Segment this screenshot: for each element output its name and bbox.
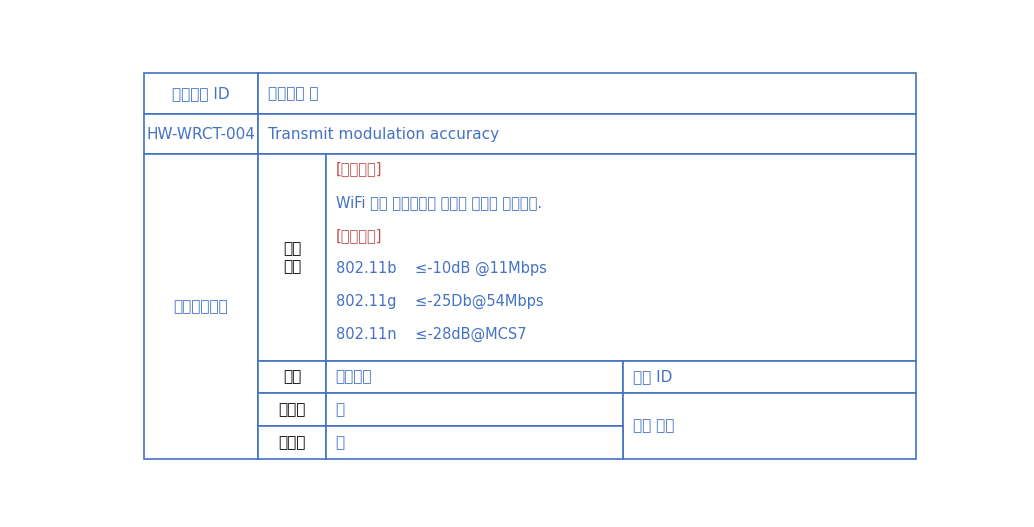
Text: 중요도: 중요도: [278, 435, 306, 450]
Text: 요구사항 ID: 요구사항 ID: [172, 86, 230, 101]
Bar: [258, 154, 326, 360]
Text: WiFi 송신 모둘레이션 신호의 품질을 측정한다.: WiFi 송신 모둘레이션 신호의 품질을 측정한다.: [336, 194, 542, 210]
Text: 상: 상: [336, 435, 344, 450]
Bar: [144, 73, 258, 114]
Text: 난이도: 난이도: [278, 402, 306, 417]
Text: 유형: 유형: [283, 369, 301, 385]
Text: 관련 ID: 관련 ID: [633, 369, 672, 385]
Bar: [624, 393, 916, 459]
Text: 802.11b    ≤-10dB @11Mbps: 802.11b ≤-10dB @11Mbps: [336, 261, 547, 276]
Text: 중: 중: [336, 402, 344, 417]
Bar: [258, 73, 916, 114]
Text: 802.11n    ≤-28dB@MCS7: 802.11n ≤-28dB@MCS7: [336, 327, 526, 342]
Bar: [258, 393, 326, 426]
Text: 기본기능: 기본기능: [336, 369, 372, 385]
Bar: [326, 426, 624, 459]
Text: [기능명세]: [기능명세]: [336, 162, 383, 177]
Bar: [326, 360, 624, 393]
Bar: [144, 114, 258, 154]
Text: HW-WRCT-004: HW-WRCT-004: [147, 126, 255, 142]
Text: 802.11g    ≤-25Db@54Mbps: 802.11g ≤-25Db@54Mbps: [336, 294, 543, 309]
Text: Transmit modulation accuracy: Transmit modulation accuracy: [268, 126, 498, 142]
Text: 상세
설명: 상세 설명: [283, 241, 301, 274]
Text: [전제조건]: [전제조건]: [336, 228, 383, 243]
Bar: [258, 360, 326, 393]
Text: 요구사항내역: 요구사항내역: [174, 299, 229, 314]
Bar: [144, 154, 258, 459]
Bar: [258, 426, 326, 459]
Bar: [258, 114, 916, 154]
Bar: [326, 393, 624, 426]
Bar: [624, 360, 916, 393]
Bar: [326, 154, 916, 360]
Text: 관련 표준: 관련 표준: [633, 418, 674, 434]
Text: 요구사항 명: 요구사항 명: [268, 86, 318, 101]
